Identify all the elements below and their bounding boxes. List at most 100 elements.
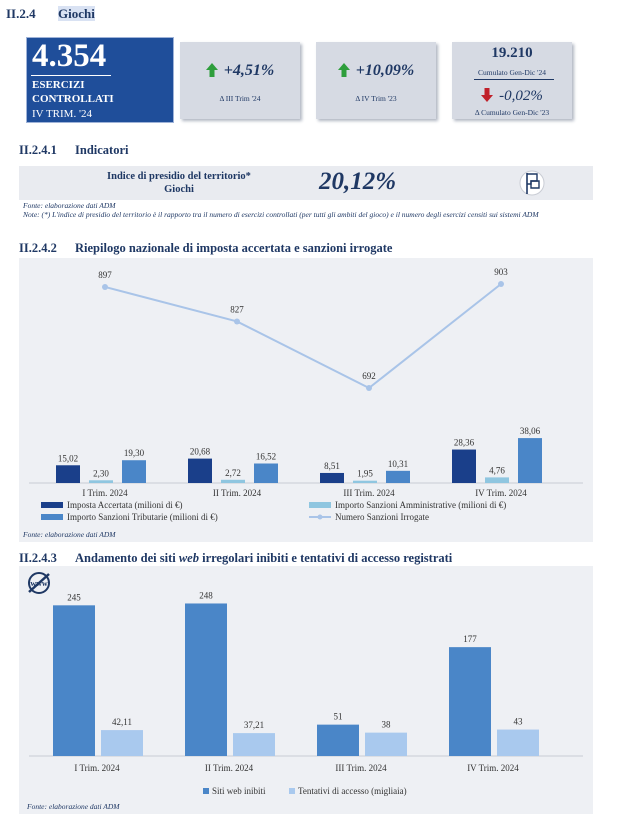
bar bbox=[449, 647, 491, 756]
legend-swatch bbox=[289, 788, 295, 794]
indicator-note: Note: (*) L'indice di presidio del terri… bbox=[23, 210, 539, 219]
subsection-heading-websites: II.2.4.3 Andamento dei siti web irregolar… bbox=[19, 551, 452, 566]
line-point bbox=[102, 283, 108, 290]
section-number: II.2.4 bbox=[6, 6, 36, 21]
legend-swatch bbox=[41, 514, 63, 520]
chart-source: Fonte: elaborazione dati ADM bbox=[22, 530, 116, 539]
chart-websites: 245 42,11 I Trim. 2024 248 37,21 II Trim. 202… bbox=[19, 566, 593, 814]
kpi-cumulative-delta-caption: Δ Cumulato Gen-Dic '23 bbox=[474, 108, 550, 117]
subsection-number: II.2.4.3 bbox=[19, 551, 57, 565]
indicator-source: Fonte: elaborazione dati ADM bbox=[23, 201, 116, 210]
bar bbox=[485, 477, 509, 483]
data-label: 20,68 bbox=[190, 447, 211, 457]
legend-marker bbox=[317, 514, 323, 520]
legend-swatch bbox=[203, 788, 209, 794]
bar bbox=[452, 449, 476, 483]
data-label: 15,02 bbox=[58, 453, 78, 463]
subsection-heading-summary: II.2.4.2 Riepilogo nazionale di imposta a… bbox=[19, 241, 392, 256]
chart-source: Fonte: elaborazione dati ADM bbox=[26, 802, 120, 811]
kpi-yoy-caption: Δ IV Trim '23 bbox=[355, 94, 397, 103]
data-label: 37,21 bbox=[244, 720, 264, 730]
data-label: 4,76 bbox=[489, 465, 505, 475]
kpi-cumulative-divider bbox=[474, 79, 554, 80]
data-label: 1,95 bbox=[357, 469, 373, 479]
legend-label: Numero Sanzioni Irrogate bbox=[335, 512, 429, 522]
subsection-title-emphasis: web bbox=[178, 551, 199, 565]
legend-label: Siti web inibiti bbox=[212, 786, 266, 796]
tick-label: I Trim. 2024 bbox=[74, 763, 120, 773]
bar bbox=[254, 463, 278, 483]
kpi-yoy-value: +10,09% bbox=[355, 62, 415, 79]
kpi-main-card: 4.354 ESERCIZI CONTROLLATI IV TRIM. '24 bbox=[26, 37, 174, 123]
legend-label: Tentativi di accesso (migliaia) bbox=[298, 786, 407, 796]
legend-swatch bbox=[41, 502, 63, 508]
tick-label: III Trim. 2024 bbox=[335, 763, 387, 773]
tick-label: IV Trim. 2024 bbox=[475, 488, 527, 498]
bar bbox=[101, 730, 143, 756]
data-label: 43 bbox=[514, 717, 524, 727]
chart-background bbox=[19, 566, 593, 814]
kpi-main-label-line2: CONTROLLATI bbox=[32, 93, 114, 105]
line-point bbox=[498, 281, 504, 287]
bar bbox=[185, 603, 227, 756]
tick-label: IV Trim. 2024 bbox=[467, 763, 519, 773]
data-label: 245 bbox=[67, 592, 81, 602]
series-line bbox=[104, 283, 502, 390]
bar bbox=[353, 480, 377, 483]
svg-text:www: www bbox=[30, 579, 48, 588]
kpi-cumulative-delta: -0,02% bbox=[499, 88, 543, 104]
data-label: 28,36 bbox=[454, 438, 475, 448]
bar bbox=[122, 460, 146, 483]
bar bbox=[497, 729, 539, 756]
arrow-down-icon bbox=[481, 88, 494, 102]
kpi-main-label-line1: ESERCIZI bbox=[32, 79, 85, 91]
bar bbox=[89, 480, 113, 483]
bar bbox=[56, 465, 80, 483]
legend-label: Importo Sanzioni Tributarie (milioni di … bbox=[67, 512, 218, 522]
kpi-cumulative-delta-row: -0,02% bbox=[452, 88, 572, 105]
kpi-main-value: 4.354 bbox=[32, 38, 107, 74]
subsection-number: II.2.4.2 bbox=[19, 241, 57, 255]
kpi-card-qoq: +4,51% Δ III Trim '24 bbox=[180, 42, 300, 119]
data-label: 42,11 bbox=[112, 717, 132, 727]
kpi-card-yoy: +10,09% Δ IV Trim '23 bbox=[316, 42, 436, 119]
data-label: 692 bbox=[362, 371, 376, 381]
tick-label: II Trim. 2024 bbox=[213, 488, 262, 498]
bar bbox=[365, 732, 407, 756]
tick-label: II Trim. 2024 bbox=[205, 763, 254, 773]
line-point bbox=[234, 318, 240, 325]
web-logo-icon: www bbox=[28, 572, 50, 594]
data-label: 51 bbox=[334, 712, 343, 722]
data-label: 38,06 bbox=[520, 426, 541, 436]
data-label: 903 bbox=[494, 267, 508, 277]
subsection-title-post: irregolari inibiti e tentativi di access… bbox=[202, 551, 453, 565]
chart-tax-sanctions: 15,02 2,30 19,30 I Trim. 2024 20,68 2,72 16,52… bbox=[19, 258, 593, 542]
bar bbox=[233, 733, 275, 756]
data-label: 19,30 bbox=[124, 448, 145, 458]
subsection-title: Indicatori bbox=[75, 143, 129, 157]
section-heading: II.2.4 Giochi bbox=[6, 6, 95, 22]
kpi-main-period: IV TRIM. '24 bbox=[32, 108, 92, 120]
kpi-yoy-value-row: +10,09% bbox=[316, 62, 436, 80]
tick-label: I Trim. 2024 bbox=[82, 488, 128, 498]
subsection-heading-indicators: II.2.4.1 Indicatori bbox=[19, 143, 128, 158]
subsection-title: Riepilogo nazionale di imposta accertata… bbox=[75, 241, 393, 255]
tick-label: III Trim. 2024 bbox=[343, 488, 395, 498]
section-title: Giochi bbox=[58, 6, 95, 21]
data-label: 248 bbox=[199, 590, 213, 600]
legend-swatch bbox=[309, 502, 331, 508]
subsection-title-pre: Andamento dei siti bbox=[75, 551, 176, 565]
data-label: 897 bbox=[98, 270, 112, 280]
data-label: 38 bbox=[382, 720, 392, 730]
arrow-up-icon bbox=[337, 63, 350, 77]
data-label: 827 bbox=[230, 304, 244, 314]
bar bbox=[53, 605, 95, 756]
kpi-main-divider bbox=[31, 75, 111, 76]
chart-background bbox=[19, 258, 593, 542]
indicator-value: 20,12% bbox=[319, 168, 397, 195]
kpi-qoq-value: +4,51% bbox=[223, 62, 275, 79]
bar bbox=[188, 458, 212, 483]
arrow-up-icon bbox=[205, 63, 218, 77]
kpi-qoq-value-row: +4,51% bbox=[180, 62, 300, 80]
bar bbox=[518, 438, 542, 483]
